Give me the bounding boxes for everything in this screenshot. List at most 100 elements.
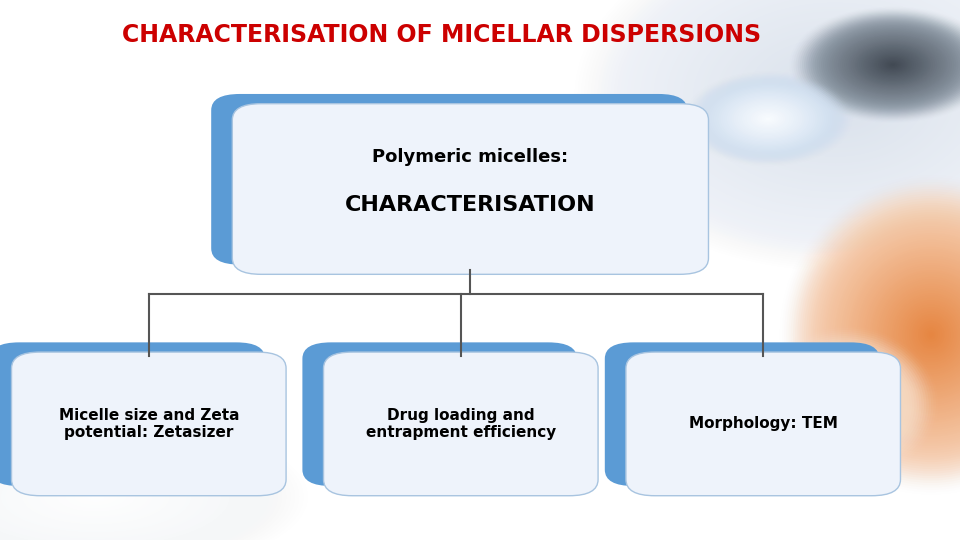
Ellipse shape [594, 0, 960, 258]
Ellipse shape [810, 18, 960, 111]
Ellipse shape [0, 429, 277, 540]
Ellipse shape [0, 426, 286, 540]
Ellipse shape [840, 401, 850, 409]
Ellipse shape [703, 10, 960, 185]
Ellipse shape [806, 373, 883, 437]
Ellipse shape [782, 352, 907, 458]
Ellipse shape [591, 0, 960, 260]
Ellipse shape [833, 31, 952, 98]
Ellipse shape [0, 440, 248, 540]
Ellipse shape [878, 279, 960, 390]
Ellipse shape [785, 64, 885, 130]
Ellipse shape [597, 0, 960, 255]
Ellipse shape [0, 448, 226, 540]
Ellipse shape [680, 0, 960, 200]
Ellipse shape [84, 492, 108, 502]
Ellipse shape [644, 0, 960, 225]
Ellipse shape [640, 0, 960, 227]
Ellipse shape [756, 45, 915, 150]
Ellipse shape [882, 59, 903, 71]
Ellipse shape [815, 21, 960, 109]
Ellipse shape [870, 52, 916, 78]
Ellipse shape [829, 29, 956, 100]
Ellipse shape [13, 466, 179, 528]
FancyBboxPatch shape [302, 342, 577, 486]
Ellipse shape [885, 286, 960, 383]
Ellipse shape [804, 370, 885, 440]
Ellipse shape [700, 7, 960, 187]
Ellipse shape [0, 422, 295, 540]
Ellipse shape [732, 29, 938, 165]
Ellipse shape [826, 389, 864, 421]
Text: Polymeric micelles:: Polymeric micelles: [372, 147, 568, 166]
Ellipse shape [818, 383, 871, 427]
Ellipse shape [716, 90, 820, 148]
Ellipse shape [923, 326, 940, 344]
Ellipse shape [709, 86, 827, 152]
Ellipse shape [737, 102, 799, 136]
Ellipse shape [831, 30, 954, 99]
Ellipse shape [834, 233, 960, 437]
Ellipse shape [878, 57, 907, 73]
Ellipse shape [795, 191, 960, 478]
Ellipse shape [823, 387, 866, 423]
Ellipse shape [0, 447, 230, 540]
Ellipse shape [766, 118, 770, 120]
Ellipse shape [880, 281, 960, 388]
Ellipse shape [759, 114, 777, 124]
Ellipse shape [854, 43, 931, 86]
Ellipse shape [876, 55, 910, 75]
Ellipse shape [859, 46, 926, 84]
Ellipse shape [684, 0, 960, 198]
Ellipse shape [819, 23, 960, 106]
Ellipse shape [844, 37, 942, 92]
Ellipse shape [789, 359, 900, 451]
Ellipse shape [852, 252, 960, 418]
Ellipse shape [769, 53, 901, 141]
Ellipse shape [727, 25, 944, 170]
Ellipse shape [816, 381, 874, 429]
Ellipse shape [911, 314, 951, 356]
Ellipse shape [836, 33, 949, 97]
Ellipse shape [706, 84, 830, 154]
Ellipse shape [690, 75, 846, 163]
Ellipse shape [0, 445, 234, 540]
Ellipse shape [824, 221, 960, 448]
Ellipse shape [909, 312, 953, 358]
Text: CHARACTERISATION OF MICELLAR DISPERSIONS: CHARACTERISATION OF MICELLAR DISPERSIONS [122, 23, 761, 47]
Ellipse shape [0, 456, 204, 537]
Ellipse shape [0, 460, 196, 534]
Ellipse shape [821, 24, 960, 105]
Ellipse shape [0, 430, 273, 540]
Ellipse shape [797, 364, 893, 445]
Ellipse shape [839, 238, 960, 432]
Ellipse shape [914, 316, 948, 353]
Ellipse shape [53, 481, 139, 513]
Ellipse shape [624, 0, 960, 238]
Ellipse shape [883, 284, 960, 386]
Ellipse shape [892, 293, 960, 376]
Ellipse shape [905, 307, 957, 362]
Ellipse shape [697, 79, 839, 159]
Ellipse shape [872, 53, 914, 77]
Ellipse shape [800, 12, 960, 117]
Ellipse shape [859, 259, 960, 411]
Ellipse shape [815, 212, 960, 457]
FancyBboxPatch shape [324, 352, 598, 496]
Ellipse shape [651, 0, 960, 220]
Ellipse shape [39, 476, 152, 518]
Ellipse shape [868, 51, 918, 79]
FancyBboxPatch shape [605, 342, 879, 486]
Ellipse shape [18, 468, 174, 526]
Ellipse shape [900, 302, 960, 367]
Ellipse shape [663, 0, 960, 211]
Ellipse shape [757, 113, 779, 125]
Ellipse shape [808, 17, 960, 112]
Ellipse shape [786, 182, 960, 488]
Ellipse shape [703, 82, 832, 156]
Ellipse shape [886, 61, 900, 69]
Ellipse shape [709, 14, 960, 180]
Ellipse shape [843, 403, 847, 407]
Ellipse shape [713, 16, 957, 178]
Ellipse shape [872, 272, 960, 397]
